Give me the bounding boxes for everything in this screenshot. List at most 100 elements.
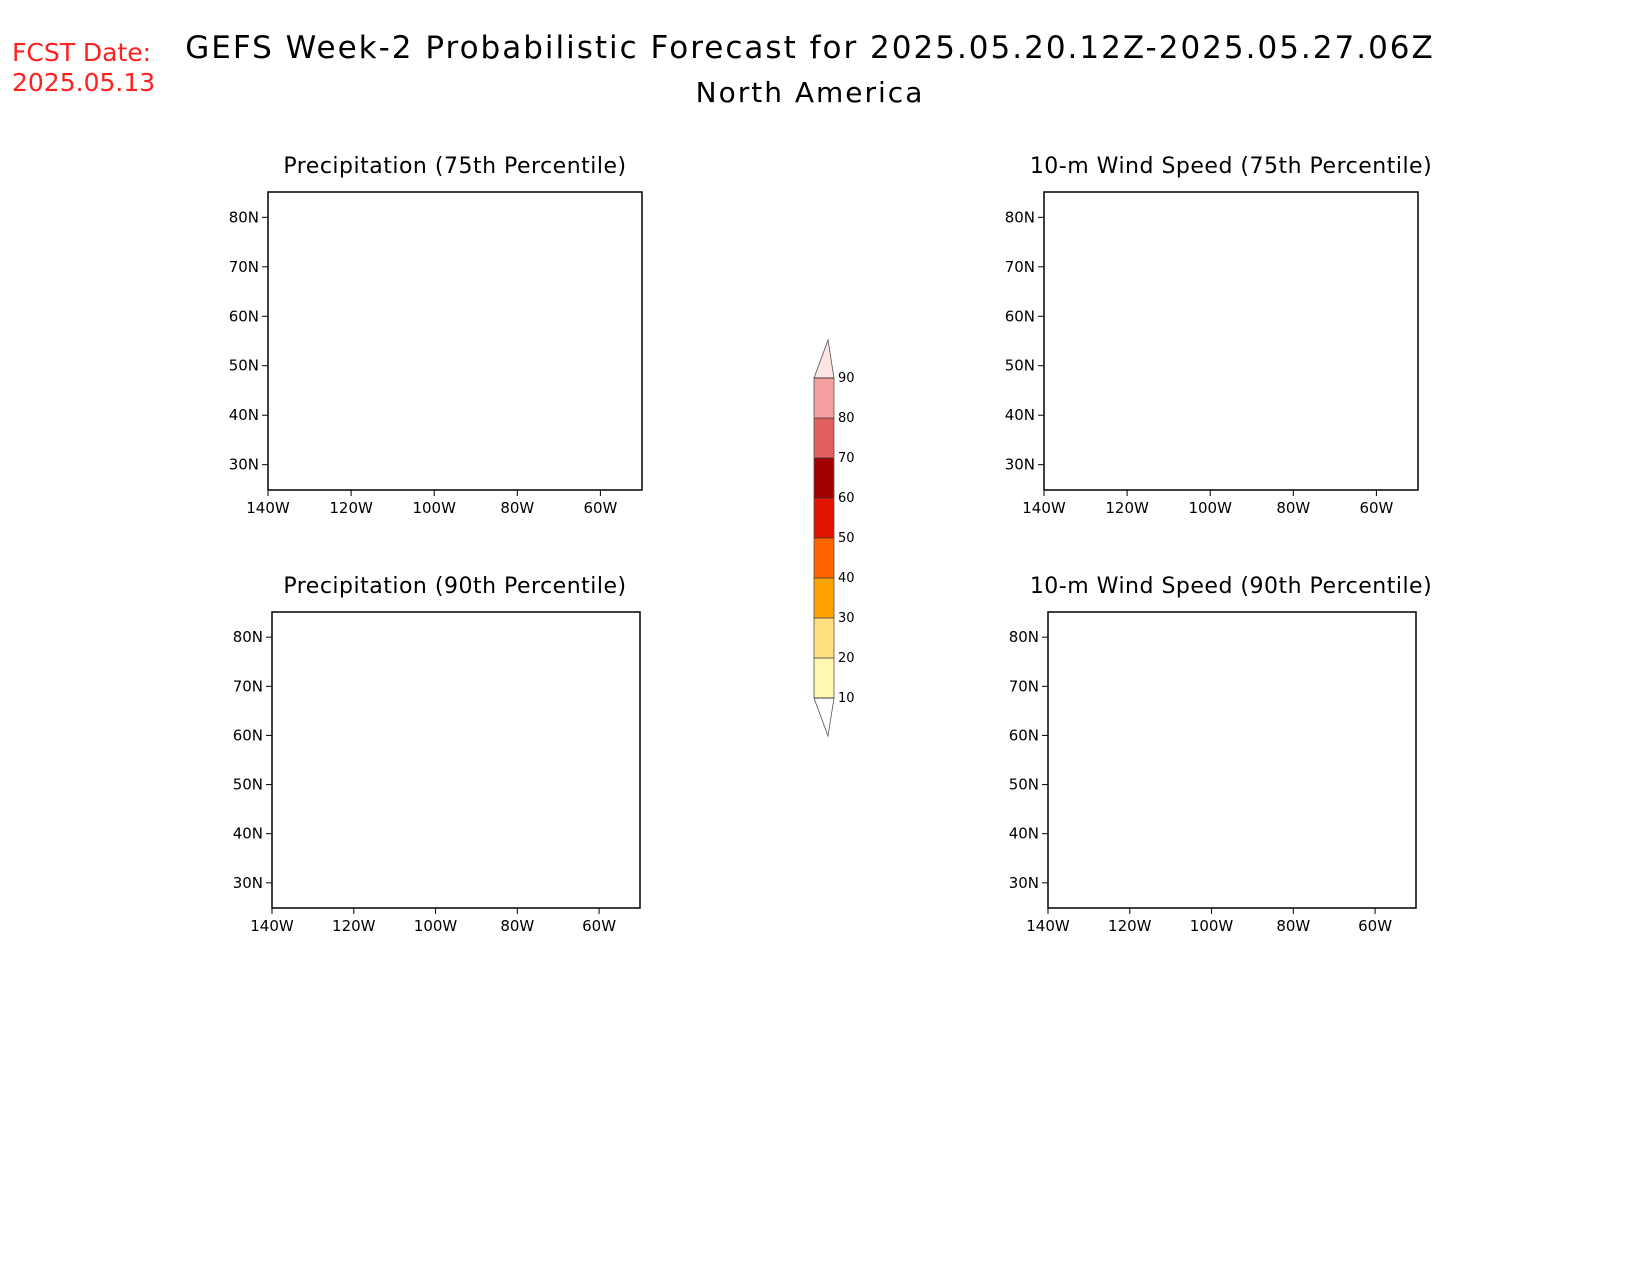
probability-region: [492, 407, 642, 476]
coastline: [1122, 652, 1254, 661]
coastline: [1164, 256, 1209, 259]
forecast-date-value: 2025.05.13: [12, 68, 156, 97]
colorbar-label: 30: [838, 611, 855, 626]
lon-label: 100W: [1188, 499, 1232, 517]
lat-label: 40N: [1005, 406, 1035, 424]
colorbar-label: 10: [838, 691, 855, 706]
probability-region: [268, 192, 642, 490]
probability-region: [1051, 258, 1096, 300]
coastline: [343, 232, 478, 241]
lat-label: 40N: [229, 406, 259, 424]
colorbar-bottom-arrow: [813, 697, 835, 738]
probability-region: [1362, 347, 1411, 377]
probability-region: [290, 401, 410, 490]
coastline: [492, 275, 498, 299]
probability-region: [1044, 395, 1108, 484]
coastline: [485, 213, 642, 263]
lat-label: 50N: [1005, 357, 1035, 375]
colorbar-label: 60: [838, 491, 855, 506]
probability-region: [1388, 323, 1418, 359]
probability-region: [1048, 612, 1416, 659]
probability-region: [1048, 796, 1129, 908]
great-lakes-outline: [1261, 798, 1292, 821]
lon-label: 120W: [1108, 917, 1152, 935]
lat-label: 80N: [233, 628, 263, 646]
lon-label: 80W: [1276, 917, 1310, 935]
lat-label: 50N: [229, 357, 259, 375]
lat-label: 80N: [229, 208, 259, 226]
colorbar-swatch: [814, 458, 834, 498]
probability-region: [1231, 269, 1268, 293]
probability-region: [298, 407, 403, 490]
coastline: [1298, 707, 1397, 908]
probability-region: [272, 864, 301, 908]
lat-label: 70N: [233, 677, 263, 695]
probability-region: [549, 395, 643, 490]
coastline: [1298, 288, 1398, 490]
coastline: [268, 269, 455, 484]
coastline: [1166, 675, 1210, 678]
map-panel: 10-m Wind Speed (90th Percentile) 80N 70N 6…: [1009, 574, 1432, 935]
coastline: [1048, 688, 1232, 902]
colorbar-top-arrow: [813, 338, 835, 379]
map-panel: Precipitation (90th Percentile) 80N 70N 60N…: [233, 574, 641, 935]
panel-title: 10-m Wind Speed (75th Percentile): [1030, 154, 1432, 179]
lat-label: 30N: [233, 874, 263, 892]
probability-region: [441, 843, 537, 908]
coastline: [449, 878, 523, 908]
lon-label: 120W: [332, 917, 376, 935]
probability-region: [268, 365, 436, 490]
lat-label: 30N: [1009, 874, 1039, 892]
probability-region: [272, 612, 640, 908]
lon-label: 60W: [1358, 917, 1392, 935]
probability-region: [1253, 365, 1298, 395]
page-title: GEFS Week-2 Probabilistic Forecast for 2…: [185, 30, 1435, 66]
probability-region: [1048, 867, 1092, 903]
lon-label: 140W: [1022, 499, 1066, 517]
probability-region: [272, 719, 640, 849]
lon-label: 100W: [414, 917, 458, 935]
probability-region: [268, 281, 474, 376]
colorbar-label: 90: [838, 371, 855, 386]
probability-region: [268, 448, 290, 490]
map-shading: [1044, 192, 1418, 490]
map-frame: [267, 191, 643, 491]
probability-region: [1268, 207, 1418, 296]
probability-region: [1194, 365, 1299, 425]
great-lakes-outline: [485, 798, 516, 821]
colorbar-swatch: [814, 498, 834, 538]
coastline: [522, 707, 621, 908]
great-lakes-outline: [485, 380, 517, 403]
coastline: [1225, 878, 1299, 908]
lat-label: 40N: [1009, 825, 1039, 843]
probability-region: [455, 275, 642, 376]
great-lakes-outline: [1261, 380, 1293, 403]
lon-label: 60W: [1359, 499, 1393, 517]
coastline: [1237, 681, 1313, 746]
coastline: [1119, 232, 1254, 241]
lat-label: 80N: [1005, 208, 1035, 226]
lat-label: 70N: [229, 258, 259, 276]
page-subtitle: North America: [695, 76, 925, 109]
probability-region: [1096, 389, 1111, 431]
lat-label: 30N: [1005, 456, 1035, 474]
colorbar-swatch: [814, 578, 834, 618]
probability-region: [1104, 401, 1108, 431]
probability-region: [1158, 778, 1324, 837]
probability-region: [272, 612, 640, 730]
coastline: [1269, 695, 1275, 719]
lon-label: 80W: [500, 499, 534, 517]
colorbar-swatch: [814, 618, 834, 658]
forecast-date: FCST Date: 2025.05.13: [12, 38, 155, 98]
colorbar-swatch: [814, 658, 834, 698]
lon-label: 80W: [500, 917, 534, 935]
coastline: [346, 652, 478, 661]
lon-label: 120W: [329, 499, 373, 517]
coastline: [522, 288, 622, 490]
map-frame: [1047, 611, 1417, 909]
colorbar: 10 20 30 40 50 60 70 80 90: [813, 338, 855, 738]
map-panel: 10-m Wind Speed (75th Percentile) 80N 70N 6…: [1005, 154, 1432, 517]
map-frame: [1043, 191, 1419, 491]
lon-label: 140W: [250, 917, 294, 935]
